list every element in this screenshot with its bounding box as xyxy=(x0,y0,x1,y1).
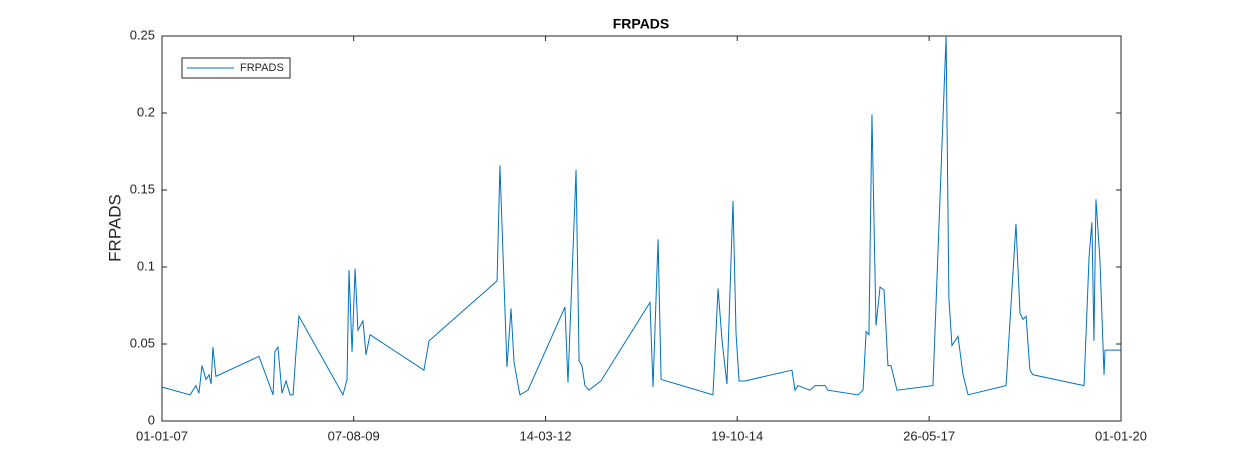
y-tick-label: 0.15 xyxy=(130,181,155,196)
legend-label: FRPADS xyxy=(240,62,284,74)
x-tick-label: 26-05-17 xyxy=(903,428,955,443)
data-line xyxy=(161,35,1121,397)
y-tick-label: 0 xyxy=(148,412,155,427)
plot-area xyxy=(161,35,1122,422)
y-tick-label: 0.25 xyxy=(130,27,155,42)
y-tick-label: 0.05 xyxy=(130,335,155,350)
y-tick-label: 0.2 xyxy=(137,104,155,119)
x-tick-label: 01-01-20 xyxy=(1095,428,1147,443)
y-tick-label: 0.1 xyxy=(137,258,155,273)
x-tick-label: 01-01-07 xyxy=(136,428,188,443)
legend-box xyxy=(181,57,291,79)
y-axis-label: FRPADS xyxy=(105,194,124,262)
chart-title: FRPADS xyxy=(613,16,670,32)
x-tick-label: 07-08-09 xyxy=(328,428,380,443)
x-tick-label: 19-10-14 xyxy=(711,428,763,443)
x-tick-label: 14-03-12 xyxy=(520,428,572,443)
